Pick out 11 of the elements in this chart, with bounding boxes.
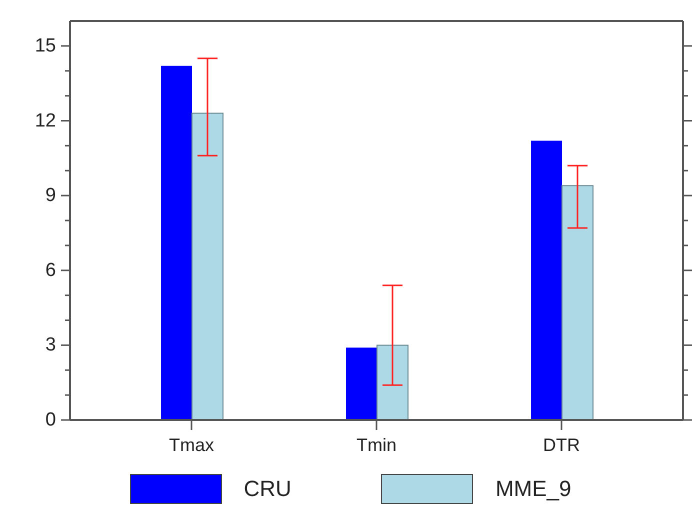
y-tick-label: 9	[45, 185, 56, 206]
y-tick-label: 3	[45, 334, 56, 356]
x-tick-label: Tmin	[356, 434, 396, 455]
x-tick-label: DTR	[543, 434, 580, 455]
legend-label: CRU	[244, 476, 292, 502]
y-tick-label: 12	[34, 110, 56, 132]
x-tick-label: Tmax	[169, 434, 214, 455]
y-tick-label: 0	[45, 410, 56, 430]
y-tick-label: 6	[45, 260, 56, 281]
legend-label: MME_9	[495, 476, 572, 502]
y-tick-label: 15	[34, 35, 56, 56]
